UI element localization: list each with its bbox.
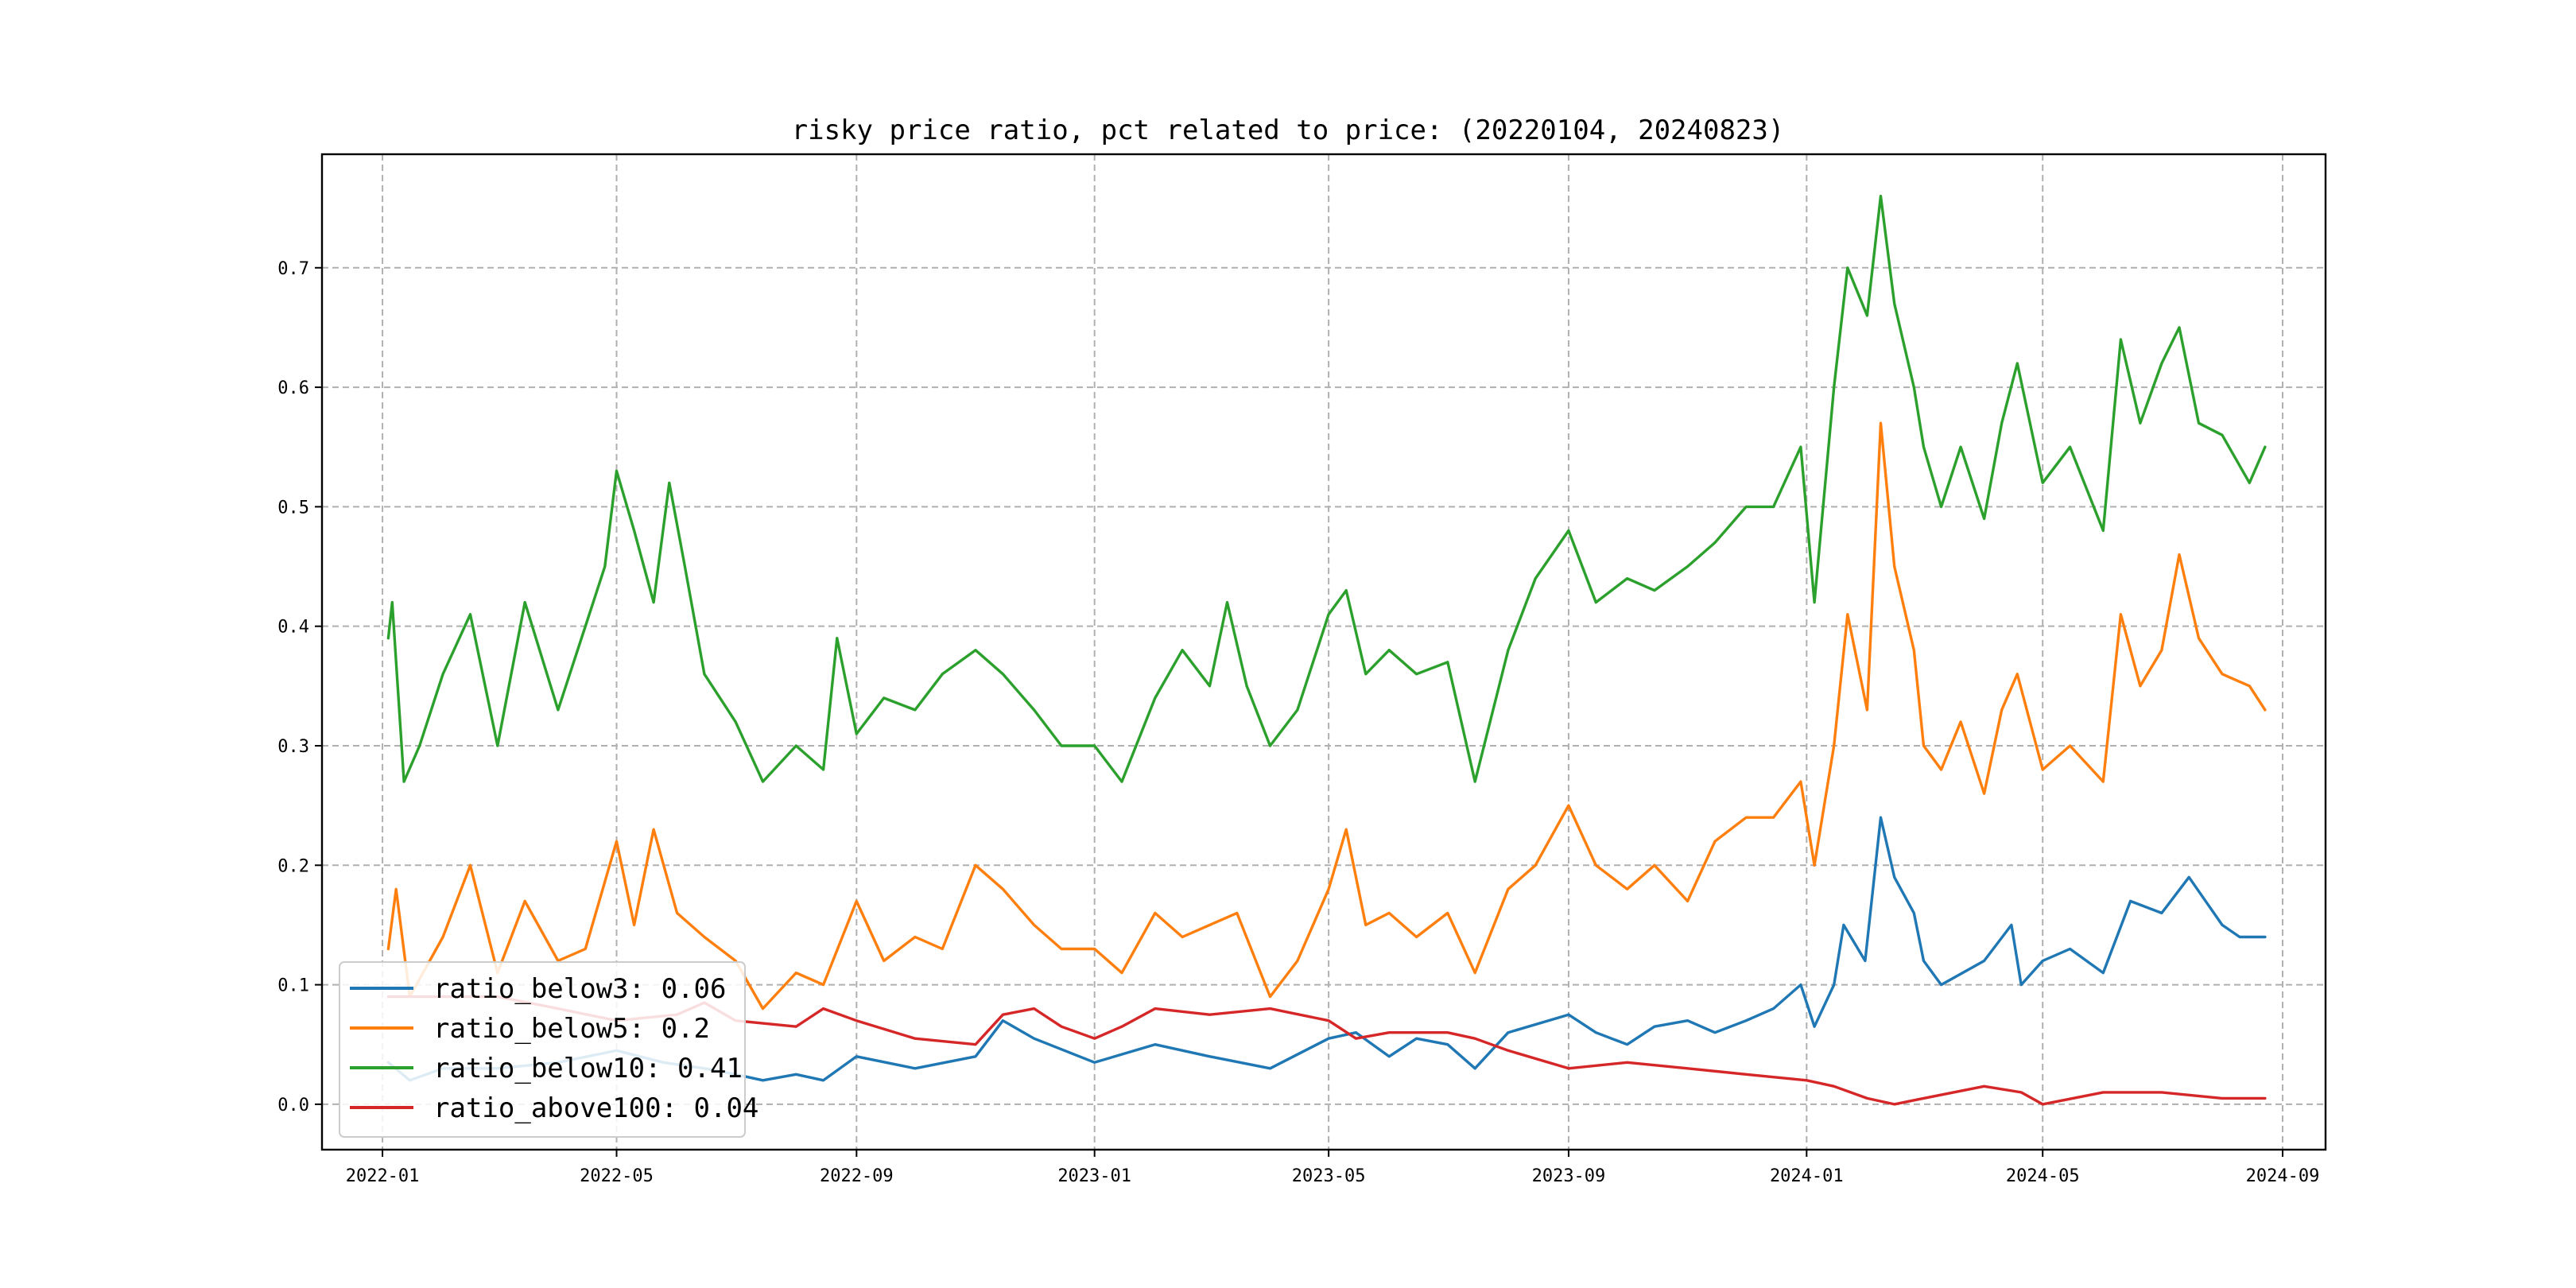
chart-title: risky price ratio, pct related to price:… (792, 114, 1785, 146)
x-tick-label: 2023-09 (1532, 1166, 1606, 1186)
plot-frame (320, 153, 2327, 1151)
x-tick-label: 2024-09 (2246, 1166, 2320, 1186)
y-tick-label: 0.7 (277, 259, 309, 279)
x-tick-label: 2023-05 (1292, 1166, 1366, 1186)
x-tick-label: 2022-09 (820, 1166, 894, 1186)
y-tick-label: 0.2 (277, 856, 309, 876)
legend-label-ratio_below3: ratio_below3: 0.06 (433, 973, 726, 1005)
y-tick-label: 0.0 (277, 1096, 309, 1115)
x-tick-label: 2023-01 (1057, 1166, 1131, 1186)
legend-label-ratio_below10: ratio_below10: 0.41 (433, 1053, 743, 1084)
legend-label-ratio_below5: ratio_below5: 0.2 (433, 1013, 710, 1045)
x-tick-label: 2022-01 (346, 1166, 420, 1186)
y-tick-label: 0.1 (277, 976, 309, 996)
y-tick-label: 0.3 (277, 737, 309, 757)
legend-frame (339, 961, 746, 1138)
x-tick-label: 2022-05 (580, 1166, 654, 1186)
y-tick-label: 0.6 (277, 378, 309, 398)
y-axis: 0.0 0.1 0.2 0.3 0.4 0.5 0.6 0.7 (277, 259, 322, 1115)
legend-label-ratio_above100: ratio_above100: 0.04 (433, 1092, 758, 1124)
series-line-ratio_below3 (386, 816, 2267, 1082)
x-axis: 2022-01 2022-05 2022-09 2023-01 2023-05 2023-… (346, 1150, 2320, 1186)
x-tick-label: 2024-01 (1770, 1166, 1844, 1186)
x-tick-label: 2024-05 (2006, 1166, 2080, 1186)
y-tick-label: 0.5 (277, 498, 309, 518)
legend: ratio_below3: 0.06 ratio_below5: 0.2 ratio… (339, 961, 758, 1138)
series-line-ratio_below10 (386, 194, 2267, 783)
y-tick-label: 0.4 (277, 618, 309, 638)
series-line-ratio_below5 (386, 421, 2267, 1011)
